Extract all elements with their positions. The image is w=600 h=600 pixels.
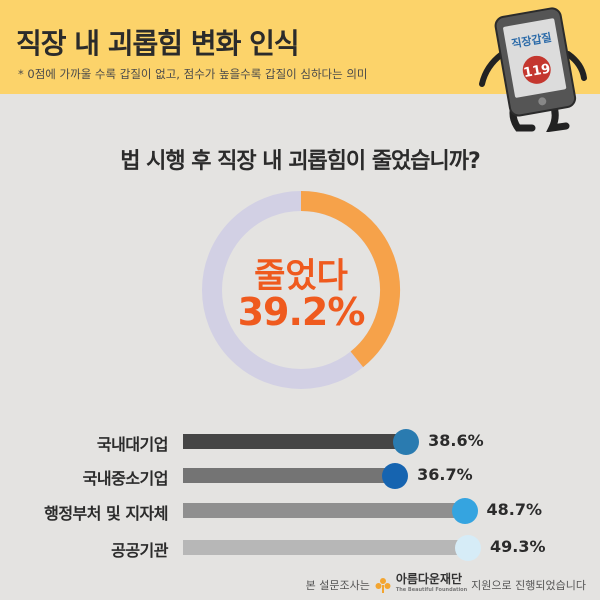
- donut-center-label: 줄었다: [254, 256, 348, 296]
- bar-end-marker: [451, 497, 478, 524]
- phone-screen-text: 직장갑질: [510, 30, 552, 51]
- page-title: 직장 내 괴롭힘 변화 인식: [16, 27, 300, 60]
- bar: [183, 540, 468, 555]
- bar-end-marker: [382, 462, 409, 489]
- bar: [183, 503, 465, 518]
- bar-end-marker: [393, 428, 420, 455]
- bar-category-label: 행정부처 및 지자체: [44, 504, 168, 523]
- footer-org-sub: The Beautiful Foundation: [395, 587, 468, 593]
- bar-value-label: 36.7%: [417, 465, 473, 484]
- bar-value-label: 48.7%: [486, 500, 543, 519]
- foundation-logo-icon: [375, 578, 391, 593]
- footer-org-name: 아름다운재단: [395, 572, 463, 586]
- bar-category-label: 국내중소기업: [82, 469, 169, 488]
- donut-value-arc: [300, 191, 400, 368]
- bar-category-label: 공공기관: [111, 541, 168, 560]
- bar: [183, 434, 407, 449]
- footer-prefix: 본 설문조사는: [305, 579, 370, 592]
- footer-org-logo: 아름다운재단 The Beautiful Foundation: [395, 572, 468, 596]
- bar-end-marker: [455, 534, 481, 561]
- survey-question: 법 시행 후 직장 내 괴롭힘이 줄었습니까?: [120, 149, 481, 174]
- bar: [183, 468, 396, 483]
- bar-value-label: 38.6%: [428, 431, 484, 450]
- page-subtitle: * 0점에 가까울 수록 갑질이 없고, 점수가 높을수록 갑질이 심하다는 의…: [18, 67, 368, 81]
- bar-value-label: 49.3%: [490, 537, 546, 556]
- footer-suffix: 지원으로 진행되었습니다: [471, 579, 586, 592]
- phone-mascot-illustration: 직장갑질 119: [479, 7, 587, 132]
- donut-center-value: 39.2%: [237, 290, 366, 334]
- bar-category-label: 국내대기업: [96, 435, 169, 454]
- donut-chart: [202, 191, 400, 389]
- footer-credit: 본 설문조사는 아름다운재단 The Beautiful Foundation …: [305, 572, 586, 596]
- phone-badge-text: 119: [522, 62, 551, 81]
